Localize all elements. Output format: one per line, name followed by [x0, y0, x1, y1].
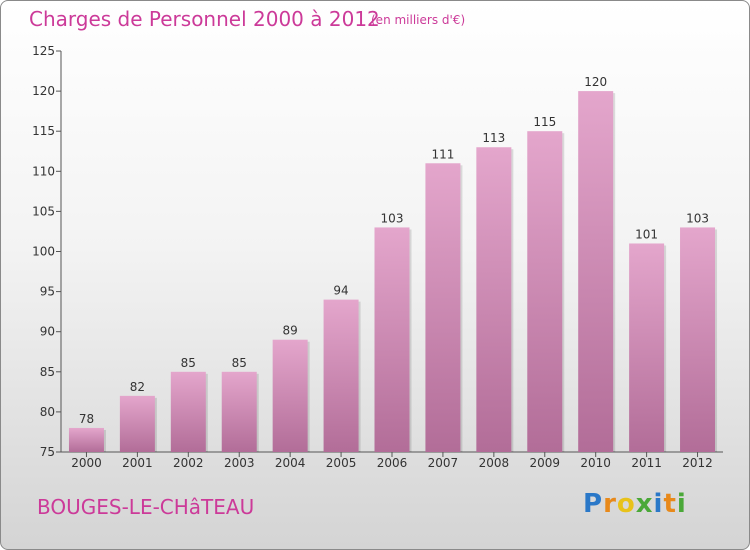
logo-letter: i	[653, 489, 664, 519]
y-tick-label: 120	[32, 84, 55, 98]
bar	[578, 91, 614, 452]
x-tick-label: 2004	[275, 456, 306, 470]
y-tick-label: 100	[32, 245, 55, 259]
logo-letter: r	[603, 489, 617, 519]
y-tick-label: 115	[32, 124, 55, 138]
bar	[680, 227, 716, 452]
bar	[170, 371, 206, 452]
x-tick-label: 2006	[377, 456, 408, 470]
x-tick-label: 2011	[631, 456, 662, 470]
bars	[68, 91, 718, 453]
x-tick-label: 2012	[682, 456, 713, 470]
chart-title: Charges de Personnel 2000 à 2012	[29, 7, 380, 31]
data-label: 115	[533, 115, 556, 129]
x-tick-label: 2005	[326, 456, 357, 470]
x-tick-label: 2001	[122, 456, 153, 470]
logo-letter: x	[635, 489, 654, 519]
bar	[272, 339, 308, 452]
x-tick-label: 2002	[173, 456, 204, 470]
x-tick-label: 2003	[224, 456, 255, 470]
place-name: BOUGES-LE-CHâTEAU	[37, 495, 255, 519]
logo-letter: i	[676, 489, 687, 519]
y-tick-label: 110	[32, 164, 55, 178]
y-tick-label: 80	[40, 405, 55, 419]
x-tick-label: 2008	[479, 456, 510, 470]
data-label: 113	[482, 131, 505, 145]
bar	[221, 371, 257, 452]
bar	[323, 299, 359, 452]
y-tick-label: 105	[32, 204, 55, 218]
data-label: 94	[333, 284, 348, 298]
data-label: 111	[431, 147, 454, 161]
logo-letter: o	[616, 489, 636, 519]
y-tick-label: 75	[40, 445, 55, 459]
y-tick-label: 90	[40, 325, 55, 339]
data-label: 78	[79, 412, 94, 426]
chart-subtitle: (en milliers d'€)	[371, 13, 466, 27]
data-label: 85	[232, 356, 247, 370]
data-label: 103	[381, 211, 404, 225]
proxiti-logo[interactable]: Proxiti	[583, 489, 687, 519]
data-label: 101	[635, 227, 658, 241]
bar	[629, 243, 665, 452]
y-tick-label: 95	[40, 285, 55, 299]
data-label: 85	[181, 356, 196, 370]
y-tick-label: 85	[40, 365, 55, 379]
bar	[119, 395, 155, 452]
bar	[374, 227, 410, 452]
bar	[476, 147, 512, 453]
x-tick-label: 2010	[580, 456, 611, 470]
logo-letter: t	[663, 489, 677, 519]
data-label: 89	[283, 324, 298, 338]
bar	[68, 427, 104, 452]
data-label: 103	[686, 211, 709, 225]
x-tick-label: 2007	[428, 456, 459, 470]
data-label: 120	[584, 75, 607, 89]
bar	[425, 163, 461, 452]
x-axis: 2000 2001 2002 2003 2004 2005 2006 2007 2008 2009…	[61, 451, 723, 470]
logo-letter: P	[583, 489, 604, 519]
x-tick-label: 2000	[71, 456, 102, 470]
data-label: 82	[130, 380, 145, 394]
y-axis: 75 80 85 90 95 100 105 110 115 120 125	[32, 44, 62, 459]
x-tick-label: 2009	[529, 456, 560, 470]
y-tick-label: 125	[32, 44, 55, 58]
bar	[527, 131, 563, 452]
data-labels: 78 82 85 85 89 94 103 111 113 115 120 101 103	[79, 75, 709, 426]
